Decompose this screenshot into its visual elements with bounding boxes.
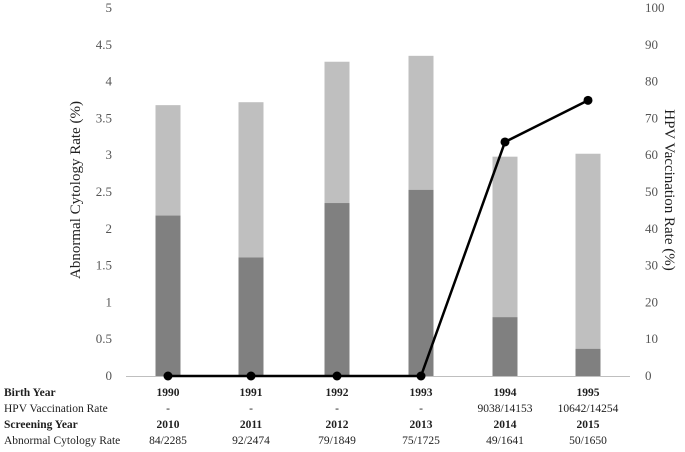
left-tick-label: 1 <box>106 294 113 309</box>
right-tick-label: 60 <box>645 147 658 162</box>
bar-group <box>155 55 601 376</box>
right-axis-title: HPV Vaccination Rate (%) <box>661 109 677 271</box>
table-cell: 10642/14254 <box>558 403 619 415</box>
left-tick-label: 3 <box>106 147 113 162</box>
bar-upper-1995 <box>575 153 601 349</box>
table-row-label: HPV Vaccination Rate <box>4 403 108 415</box>
table-row-label: Birth Year <box>4 387 56 399</box>
table-cell: 2013 <box>410 419 433 431</box>
right-tick-label: 20 <box>645 294 658 309</box>
right-axis-ticks: 0 10 20 30 40 50 60 70 80 90 100 <box>645 0 665 383</box>
table-cell: 2015 <box>577 419 600 431</box>
bar-lower-1990 <box>155 215 181 376</box>
table-cell: 1990 <box>157 387 180 399</box>
bar-upper-1990 <box>155 105 181 216</box>
right-tick-label: 90 <box>645 37 658 52</box>
vaccination-line <box>168 99 589 378</box>
bar-lower-1995 <box>575 348 601 376</box>
left-tick-label: 0.5 <box>96 331 112 346</box>
left-tick-label: 3.5 <box>96 110 112 125</box>
left-tick-label: 2.5 <box>96 184 112 199</box>
bar-lower-1992 <box>324 203 350 376</box>
table-cell: 84/2285 <box>149 435 187 447</box>
left-tick-label: 2 <box>106 221 113 236</box>
table-cell: 1991 <box>240 387 263 399</box>
left-axis-title: Abnormal Cytology Rate (%) <box>68 101 84 279</box>
table-cell: 2012 <box>326 419 349 431</box>
right-tick-label: 30 <box>645 258 658 273</box>
table-cell: - <box>249 403 253 415</box>
table-cell: 1993 <box>410 387 433 399</box>
table-cell: 2011 <box>240 419 263 431</box>
table-cell: - <box>419 403 423 415</box>
bar-upper-1991 <box>238 102 264 258</box>
table-cell: 9038/14153 <box>478 403 533 415</box>
left-tick-label: 0 <box>106 368 113 383</box>
bar-upper-1993 <box>408 55 434 190</box>
table-cell: 79/1849 <box>318 435 356 447</box>
bar-lower-1991 <box>238 257 264 376</box>
left-axis-ticks: 0 0.5 1 1.5 2 2.5 3 3.5 4 4.5 5 <box>96 0 113 383</box>
vaccination-point-1991 <box>246 371 256 381</box>
table-cell: 2010 <box>157 419 180 431</box>
bar-lower-1994 <box>492 317 518 376</box>
vaccination-point-1994 <box>500 137 510 147</box>
bar-upper-1994 <box>492 156 518 318</box>
vaccination-line-series <box>163 95 593 381</box>
table-cell: - <box>335 403 339 415</box>
table-cell: 50/1650 <box>569 435 607 447</box>
right-tick-label: 50 <box>645 184 658 199</box>
table-cell: 2014 <box>494 419 517 431</box>
data-table: Birth Year 1990 1991 1992 1993 1994 1995 HPV Va… <box>4 387 619 447</box>
left-tick-label: 1.5 <box>96 258 112 273</box>
right-tick-label: 10 <box>645 331 658 346</box>
table-cell: - <box>166 403 170 415</box>
left-tick-label: 4.5 <box>96 37 112 52</box>
right-tick-label: 40 <box>645 221 658 236</box>
right-tick-label: 70 <box>645 110 658 125</box>
vaccination-point-1995 <box>583 95 593 105</box>
table-cell: 1994 <box>494 387 517 399</box>
left-tick-label: 4 <box>106 74 113 89</box>
right-tick-label: 80 <box>645 74 658 89</box>
table-cell: 92/2474 <box>232 435 270 447</box>
table-cell: 1995 <box>577 387 600 399</box>
table-cell: 1992 <box>326 387 349 399</box>
left-tick-label: 5 <box>106 0 113 15</box>
table-row-label: Screening Year <box>4 419 78 431</box>
vaccination-point-1992 <box>332 371 342 381</box>
table-row-label: Abnormal Cytology Rate <box>4 435 120 447</box>
bar-upper-1992 <box>324 61 350 204</box>
right-tick-label: 100 <box>645 0 665 15</box>
vaccination-point-1990 <box>163 371 173 381</box>
bar-lower-1993 <box>408 189 434 376</box>
table-cell: 49/1641 <box>486 435 524 447</box>
table-cell: 75/1725 <box>402 435 440 447</box>
vaccination-point-1993 <box>416 371 426 381</box>
right-tick-label: 0 <box>645 368 652 383</box>
